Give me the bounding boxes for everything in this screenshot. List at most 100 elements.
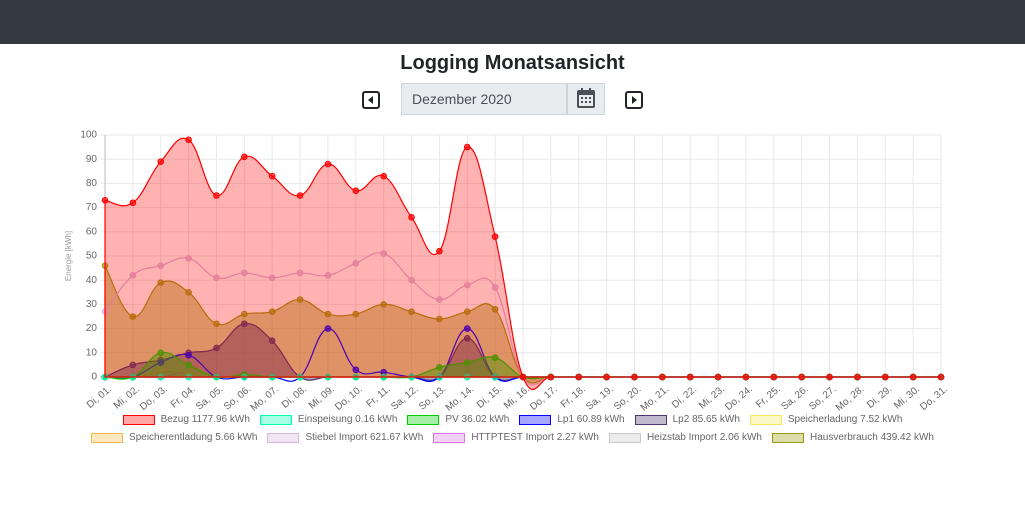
data-point: [380, 250, 387, 257]
legend-item[interactable]: PV 36.02 kWh: [407, 414, 509, 425]
data-point: [436, 364, 443, 371]
data-point: [352, 366, 360, 374]
x-tick-label: Do, 03.: [138, 384, 170, 413]
legend-item[interactable]: Speicherentladung 5.66 kWh: [91, 432, 257, 443]
x-tick-label: Mo, 07.: [249, 384, 282, 414]
next-month-button[interactable]: [625, 91, 643, 109]
data-point: [742, 373, 750, 381]
data-point: [770, 373, 778, 381]
x-tick-label: Mi, 23.: [697, 384, 727, 412]
data-point: [268, 308, 276, 315]
x-tick-label: Mo, 21.: [639, 384, 672, 414]
data-point: [157, 359, 165, 366]
data-point: [129, 199, 137, 207]
data-point: [491, 354, 499, 361]
x-tick-label: Fr, 11.: [364, 384, 392, 410]
legend-swatch: [771, 432, 804, 443]
x-tick-label: Fr, 18.: [559, 384, 588, 411]
legend-item[interactable]: Einspeisung 0.16 kWh: [259, 414, 397, 425]
legend-label: Speicherentladung 5.66 kWh: [129, 432, 258, 443]
legend-item[interactable]: Speicherladung 7.52 kWh: [749, 414, 903, 425]
data-point: [631, 373, 638, 381]
x-tick-label: Sa, 12.: [389, 384, 420, 413]
page-title: Logging Monatsansicht: [400, 52, 625, 74]
legend: Bezug 1177.96 kWh Einspeisung 0.16 kWh PV …: [0, 414, 1025, 425]
legend-item[interactable]: Heizstab Import 2.06 kWh: [608, 432, 762, 443]
x-tick-label: Di, 29.: [865, 384, 894, 411]
y-tick-label: 100: [80, 130, 97, 141]
data-point: [408, 213, 415, 221]
legend: Speicherentladung 5.66 kWh Stiebel Import…: [0, 432, 1025, 443]
data-point: [408, 276, 415, 284]
data-point: [268, 337, 276, 344]
data-point: [213, 274, 220, 282]
data-point: [854, 373, 861, 381]
data-point: [185, 351, 192, 359]
data-point: [185, 361, 192, 369]
data-point: [157, 349, 165, 357]
legend-label: Speicherladung 7.52 kWh: [787, 414, 903, 425]
data-point: [547, 373, 555, 381]
legend-label: Hausverbrauch 439.42 kWh: [809, 432, 934, 443]
data-point: [575, 373, 583, 381]
data-point: [408, 308, 415, 315]
calendar-button[interactable]: [567, 83, 605, 115]
data-point: [296, 192, 304, 199]
data-point: [603, 373, 610, 381]
data-point: [157, 158, 165, 165]
x-tick-label: So, 13.: [417, 384, 448, 413]
x-tick-label: Mi, 30.: [892, 384, 922, 412]
legend-swatch: [433, 432, 466, 443]
x-tick-label: So, 06.: [222, 384, 253, 413]
data-point: [519, 373, 527, 381]
data-point: [185, 289, 192, 296]
x-tick-label: Mi, 02.: [112, 384, 142, 412]
data-point: [296, 296, 304, 303]
prev-month-button[interactable]: [362, 91, 380, 109]
legend-item[interactable]: Bezug 1177.96 kWh: [122, 414, 250, 425]
data-point: [213, 192, 220, 199]
month-input[interactable]: Dezember 2020: [401, 83, 567, 115]
data-point: [909, 373, 917, 381]
data-point: [324, 310, 332, 318]
data-point: [157, 262, 165, 269]
data-point: [185, 136, 192, 144]
navbar: [0, 0, 1025, 44]
data-point: [268, 274, 276, 282]
x-tick-label: Fr, 25.: [754, 384, 783, 411]
x-tick-label: Do, 31.: [918, 384, 950, 413]
legend-item[interactable]: Lp1 60.89 kWh: [519, 414, 625, 425]
data-point: [380, 301, 387, 308]
data-point: [380, 172, 387, 180]
x-tick-label: Di, 08.: [280, 384, 309, 411]
y-tick-label: 60: [86, 226, 98, 237]
data-point: [157, 366, 165, 374]
legend-label: Stiebel Import 621.67 kWh: [305, 432, 424, 443]
legend-item[interactable]: Lp2 85.65 kWh: [634, 414, 740, 425]
x-tick-label: Sa, 05.: [194, 384, 225, 413]
data-point: [436, 296, 443, 303]
legend-swatch: [267, 432, 300, 443]
legend-swatch: [749, 414, 782, 425]
data-point: [324, 160, 332, 168]
data-point: [241, 320, 248, 328]
data-point: [659, 373, 666, 381]
legend-swatch: [634, 414, 667, 425]
legend-swatch: [122, 414, 155, 425]
data-point: [241, 310, 248, 318]
x-tick-label: Di, 01.: [85, 384, 114, 411]
legend-label: Lp2 85.65 kWh: [672, 414, 740, 425]
data-point: [213, 320, 220, 328]
data-point: [436, 315, 443, 323]
data-point: [491, 233, 499, 240]
legend-item[interactable]: HTTPTEST Import 2.27 kWh: [433, 432, 599, 443]
x-tick-label: Mi, 09.: [307, 384, 337, 412]
legend-item[interactable]: Hausverbrauch 439.42 kWh: [771, 432, 934, 443]
legend-item[interactable]: Stiebel Import 621.67 kWh: [267, 432, 423, 443]
x-tick-label: Mi, 16.: [502, 384, 532, 412]
data-point: [463, 325, 471, 332]
x-tick-label: Di, 15.: [475, 384, 504, 411]
data-point: [324, 325, 332, 332]
y-tick-label: 50: [86, 251, 98, 262]
x-tick-label: Fr, 04.: [169, 384, 198, 411]
